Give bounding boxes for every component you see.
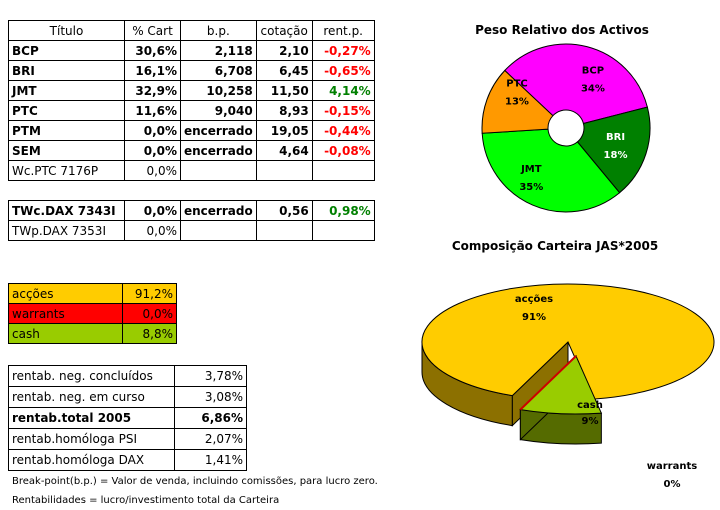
holding-row: Wc.PTC 7176P 0,0% bbox=[8, 160, 375, 181]
donut-slice-ptc bbox=[481, 69, 554, 134]
holding-bp: 10,258 bbox=[180, 80, 257, 101]
rentability-row: rentab. neg. concluídos 3,78% bbox=[8, 365, 247, 387]
pie3d-label-acoes: acções bbox=[515, 294, 553, 305]
holding-rent: 0,98% bbox=[311, 200, 375, 221]
donut-value-bri: 18% bbox=[604, 150, 628, 161]
donut-label-bcp: BCP bbox=[582, 66, 604, 77]
holding-row: BRI 16,1% 6,708 6,45 -0,65% bbox=[8, 60, 375, 81]
allocation-row: cash 8,8% bbox=[8, 323, 177, 344]
rentability-row: rentab.homóloga PSI 2,07% bbox=[8, 428, 247, 450]
header-rent: rent.p. bbox=[311, 20, 375, 41]
holding-rent: 4,14% bbox=[311, 80, 375, 101]
pie3d-slice-warrants bbox=[519, 355, 577, 411]
rentability-label: rentab.homóloga PSI bbox=[8, 428, 175, 450]
holding-title: TWc.DAX 7343I bbox=[8, 200, 125, 221]
donut-slice-jmt bbox=[481, 128, 621, 213]
rentability-value: 1,41% bbox=[174, 449, 247, 471]
rentability-table: rentab. neg. concluídos 3,78% rentab. neg.… bbox=[8, 365, 247, 471]
rentability-value: 6,86% bbox=[174, 407, 247, 429]
rentability-row: rentab.total 2005 6,86% bbox=[8, 407, 247, 429]
holding-title: Wc.PTC 7176P bbox=[8, 160, 125, 181]
allocation-value: 0,0% bbox=[122, 303, 177, 324]
holding-title: TWp.DAX 7353I bbox=[8, 220, 125, 241]
rentability-value: 3,08% bbox=[174, 386, 247, 408]
holding-row: PTC 11,6% 9,040 8,93 -0,15% bbox=[8, 100, 375, 121]
holding-rent: -0,65% bbox=[311, 60, 375, 81]
rentability-note: Rentabilidades = lucro/investimento tota… bbox=[12, 495, 280, 506]
rentability-row: rentab.homóloga DAX 1,41% bbox=[8, 449, 247, 471]
donut-value-bcp: 34% bbox=[581, 84, 605, 95]
holding-rent: -0,27% bbox=[311, 40, 375, 61]
donut-chart: Peso Relativo dos Activos BCP 34% BRI 18% JMT… bbox=[475, 23, 651, 213]
donut-value-ptc: 13% bbox=[505, 96, 529, 107]
holding-cart: 0,0% bbox=[124, 220, 181, 241]
donut-label-ptc: PTC bbox=[506, 78, 528, 89]
allocation-row: acções 91,2% bbox=[8, 283, 177, 304]
holding-row: PTM 0,0% encerrado 19,05 -0,44% bbox=[8, 120, 375, 141]
allocation-value: 8,8% bbox=[122, 323, 177, 344]
holding-row: TWp.DAX 7353I 0,0% bbox=[8, 220, 375, 241]
allocation-table: acções 91,2% warrants 0,0% cash 8,8% bbox=[8, 283, 177, 344]
rentability-label: rentab. neg. em curso bbox=[8, 386, 175, 408]
rentability-label: rentab.homóloga DAX bbox=[8, 449, 175, 471]
holding-rent: -0,08% bbox=[311, 140, 375, 161]
donut-title: Peso Relativo dos Activos bbox=[475, 23, 649, 37]
pie3d-slice-cash bbox=[519, 355, 603, 415]
pie3d-label-warrants: warrants bbox=[647, 461, 697, 472]
breakpoint-note: Break-point(b.p.) = Valor de venda, incl… bbox=[12, 476, 378, 487]
donut-label-jmt: JMT bbox=[520, 164, 542, 175]
holding-cart: 0,0% bbox=[124, 120, 181, 141]
holding-bp: encerrado bbox=[180, 200, 257, 221]
holding-cart: 32,9% bbox=[124, 80, 181, 101]
holding-bp: 6,708 bbox=[180, 60, 257, 81]
allocation-value: 91,2% bbox=[122, 283, 177, 304]
holdings-header-row: Título % Cart b.p. cotação rent.p. bbox=[8, 20, 375, 41]
holding-rent: -0,44% bbox=[311, 120, 375, 141]
holding-bp: encerrado bbox=[180, 140, 257, 161]
donut-value-jmt: 35% bbox=[519, 182, 543, 193]
holding-cart: 0,0% bbox=[124, 140, 181, 161]
holdings-table: Título % Cart b.p. cotação rent.p. BCP 30… bbox=[8, 20, 375, 241]
holding-row: JMT 32,9% 10,258 11,50 4,14% bbox=[8, 80, 375, 101]
pie3d-chart: Composição Carteira JAS*2005 acções 91% cas… bbox=[421, 239, 715, 490]
pie3d-slice-acoes bbox=[421, 283, 715, 400]
holding-title: JMT bbox=[8, 80, 125, 101]
pie3d-title: Composição Carteira JAS*2005 bbox=[452, 239, 658, 253]
pie3d-value-warrants: 0% bbox=[664, 479, 681, 490]
holding-rent: -0,15% bbox=[311, 100, 375, 121]
pie3d-label-cash: cash bbox=[577, 400, 603, 411]
donut-label-bri: BRI bbox=[606, 132, 625, 143]
holding-rent bbox=[311, 220, 375, 241]
holding-title: PTC bbox=[8, 100, 125, 121]
donut-slice-bri bbox=[576, 106, 651, 194]
rentability-label: rentab.total 2005 bbox=[8, 407, 175, 429]
rentability-value: 2,07% bbox=[174, 428, 247, 450]
rentability-row: rentab. neg. em curso 3,08% bbox=[8, 386, 247, 408]
pie3d-value-acoes: 91% bbox=[522, 312, 546, 323]
holding-cart: 11,6% bbox=[124, 100, 181, 121]
holding-row: TWc.DAX 7343I 0,0% encerrado 0,56 0,98% bbox=[8, 200, 375, 221]
pie3d-value-cash: 9% bbox=[582, 416, 599, 427]
